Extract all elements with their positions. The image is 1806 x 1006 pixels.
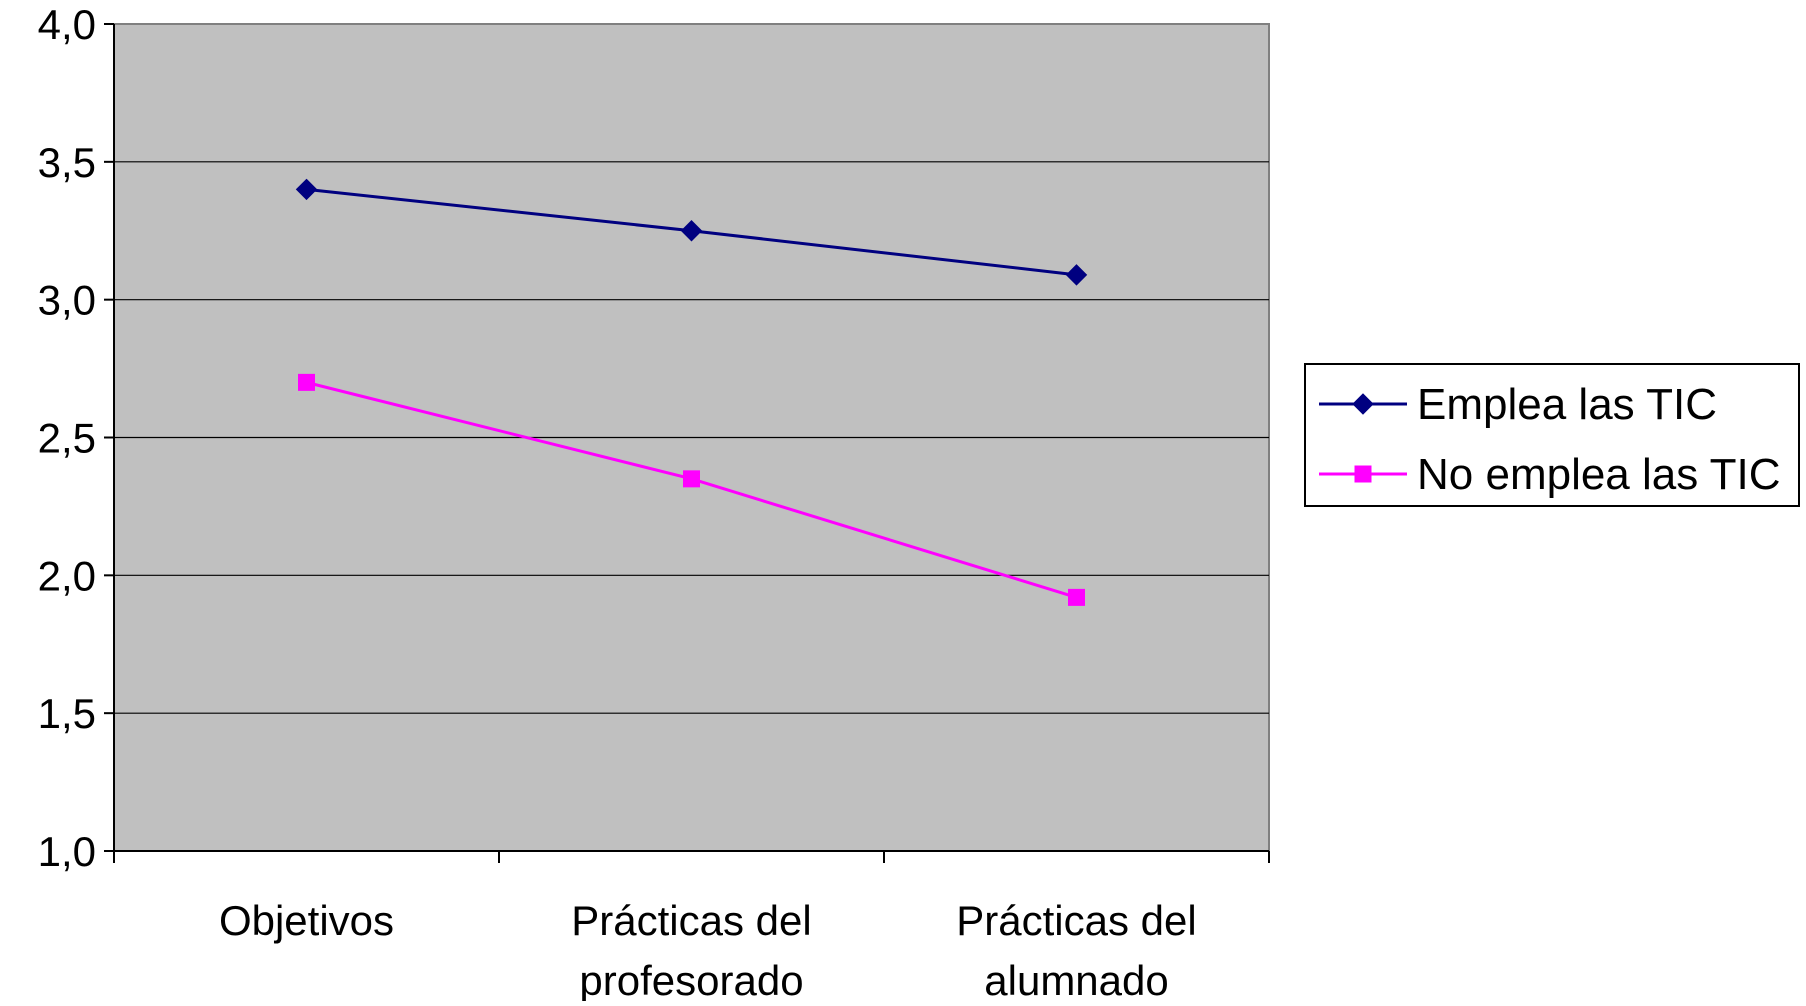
- legend-label-0: Emplea las TIC: [1417, 380, 1717, 429]
- data-point-series1: [298, 373, 315, 391]
- x-category-label: Prácticas del: [956, 897, 1196, 944]
- y-tick-label: 1,0: [38, 828, 96, 875]
- legend-marker-1: [1354, 465, 1372, 483]
- y-tick-label: 2,5: [38, 415, 96, 462]
- y-tick-label: 3,0: [38, 277, 96, 324]
- y-tick-label: 4,0: [38, 1, 96, 48]
- x-category-label: Prácticas del: [571, 897, 811, 944]
- data-point-series1: [683, 470, 700, 488]
- legend-label-1: No emplea las TIC: [1417, 450, 1781, 499]
- legend-box: [1304, 363, 1800, 507]
- data-point-series0: [680, 220, 703, 242]
- data-point-series0: [1065, 264, 1088, 286]
- x-category-label: alumnado: [984, 957, 1168, 1001]
- y-tick-label: 1,5: [38, 690, 96, 737]
- data-point-series0: [295, 178, 318, 201]
- y-tick-label: 2,0: [38, 552, 96, 599]
- legend-marker-0: [1352, 393, 1374, 415]
- data-point-series1: [1068, 588, 1085, 606]
- y-tick-label: 3,5: [38, 139, 96, 186]
- x-category-label: Objetivos: [219, 897, 394, 944]
- x-category-label: profesorado: [579, 957, 803, 1001]
